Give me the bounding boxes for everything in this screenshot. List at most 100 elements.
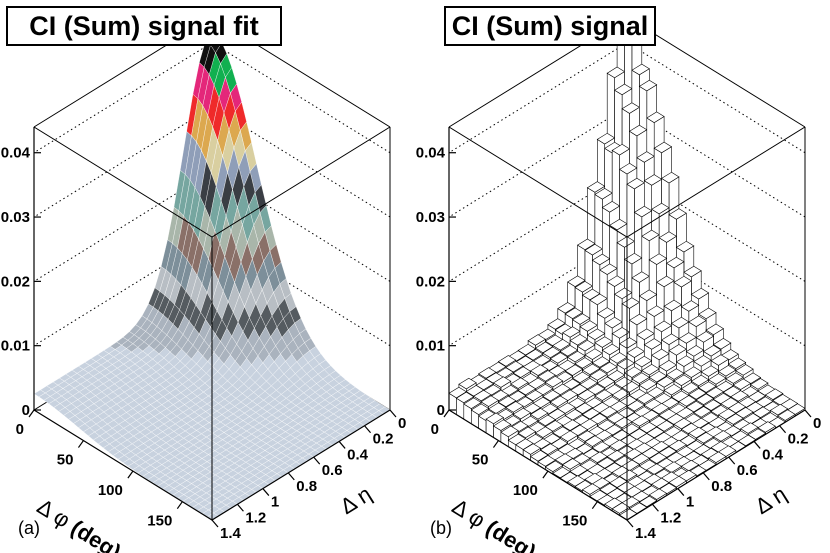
lego-bin-top [611, 143, 631, 156]
lego-bin-top [572, 313, 591, 325]
lego-bin-top [732, 378, 752, 390]
lego-bin-top [688, 315, 707, 327]
eta-tick [364, 425, 372, 434]
lego-bin-top [656, 376, 675, 388]
lego-bin-top [648, 370, 668, 383]
eta-tick [677, 488, 685, 496]
lego-bin-top [764, 388, 784, 400]
lego-bin-top [616, 358, 635, 370]
lego-bin-top [661, 171, 680, 184]
eta-tick [728, 456, 736, 465]
lego-bin-top [505, 401, 524, 413]
lego-bin-top [666, 256, 685, 269]
lego-bin-top [643, 338, 663, 350]
eta-tick-label: 0.8 [296, 478, 317, 495]
lego-bin-top [685, 345, 705, 357]
lego-bin-top [717, 365, 737, 377]
lego-bin-top [463, 397, 482, 409]
lego-bin-top [708, 451, 727, 463]
z-tick-label: 0.02 [416, 273, 445, 290]
lego-bin-top [455, 391, 475, 404]
lego-bin-top [680, 300, 700, 312]
lego-bin-top [675, 240, 695, 253]
lego-bin-top [651, 348, 670, 361]
lego-bin-top [574, 357, 593, 369]
lego-bin-top [698, 307, 717, 320]
lego-bin-top [544, 375, 564, 388]
lego-bin-top [527, 334, 546, 346]
lego-bin-top [619, 162, 638, 175]
lego-bin-top [470, 403, 490, 415]
lego-bin-top [643, 174, 663, 186]
lego-bin-top [683, 366, 702, 378]
surface-plot-a: 00.010.020.030.0405010015000.20.40.60.81… [1, 16, 406, 553]
eta-tick [702, 472, 710, 481]
phi-tick-label: 150 [562, 513, 587, 530]
lego-bin-top [621, 102, 640, 114]
lego-bin-top [497, 355, 517, 367]
lego-bin-top [703, 345, 722, 357]
lego-bin-top [559, 430, 579, 442]
eta-axis-label: Δ η [751, 481, 791, 519]
lego-bin-top [485, 412, 504, 425]
z-tick-label: 0 [437, 402, 445, 419]
lego-bin-top [497, 395, 517, 408]
lego-bin-top [534, 341, 554, 354]
lego-bin-top [740, 422, 759, 434]
lego-bin-top [621, 297, 640, 309]
eta-tick [626, 519, 634, 528]
lego-bin-top [633, 355, 653, 368]
lego-bin-top [572, 371, 591, 384]
lego-bin-top [668, 439, 687, 452]
lego-bin-top [735, 364, 754, 376]
lego-bin-top [525, 349, 544, 361]
lego-plot-b: 00.010.020.030.0405010015000.20.40.60.81… [416, 16, 821, 553]
lego-bin-top [651, 402, 670, 415]
eta-axis-label: Δ η [336, 481, 376, 519]
eta-tick-label: 1.4 [220, 525, 242, 542]
lego-bin-top [641, 364, 660, 376]
lego-bin-top [666, 368, 685, 380]
lego-bin-top [586, 181, 606, 193]
lego-bin-top [562, 458, 581, 470]
lego-bin-top [641, 229, 660, 242]
phi-tick [77, 440, 84, 448]
z-tick-label: 0.03 [416, 209, 445, 226]
lego-bin-top [530, 364, 549, 376]
lego [448, 29, 806, 521]
lego-bin-top [769, 403, 789, 416]
lego-bin-top [638, 289, 658, 301]
eta-tick-label: 1.4 [635, 525, 657, 542]
eta-tick [804, 409, 812, 418]
lego-bin-top [522, 443, 542, 455]
lego-bin-top [542, 389, 561, 402]
eta-tick [753, 441, 761, 449]
lego-bin-top [594, 188, 613, 200]
panel-a: 0 0.01 0.02 0.03 0.04 0 50 100 150 0 0.2 0.4 0.6 0.8 1… [1, 6, 406, 553]
lego-bin-top [591, 253, 611, 266]
phi-axis-label: Δ φ (deg) [33, 494, 126, 553]
phi-tick [127, 470, 134, 479]
z-tick-label: 0 [22, 402, 30, 419]
eta-tick-label: 0 [398, 415, 406, 432]
phi-axis-label: Δ φ (deg) [448, 494, 541, 553]
lego-bin-top [589, 451, 608, 463]
eta-tick [236, 503, 244, 512]
lego-bin-top [653, 141, 673, 154]
lego-bin-top [596, 376, 616, 388]
lego-bin-top [577, 389, 596, 401]
lego-bin-top [651, 202, 670, 215]
lego-bin-top [539, 443, 559, 455]
lego-bin-top [737, 434, 757, 447]
panel-label-b: (b) [430, 518, 452, 538]
eta-tick [313, 456, 321, 465]
lego-bin-top [473, 389, 492, 402]
lego-bin-top [730, 390, 749, 402]
lego-bin-top [648, 253, 668, 265]
chart-title-a: CI (Sum) signal fit [6, 6, 282, 46]
eta-tick-label: 0.2 [373, 431, 394, 448]
lego-bin-top [584, 348, 603, 360]
lego-bin-top [693, 406, 712, 418]
z-tick-label: 0.01 [416, 338, 445, 355]
lego-bin-top [683, 265, 702, 278]
